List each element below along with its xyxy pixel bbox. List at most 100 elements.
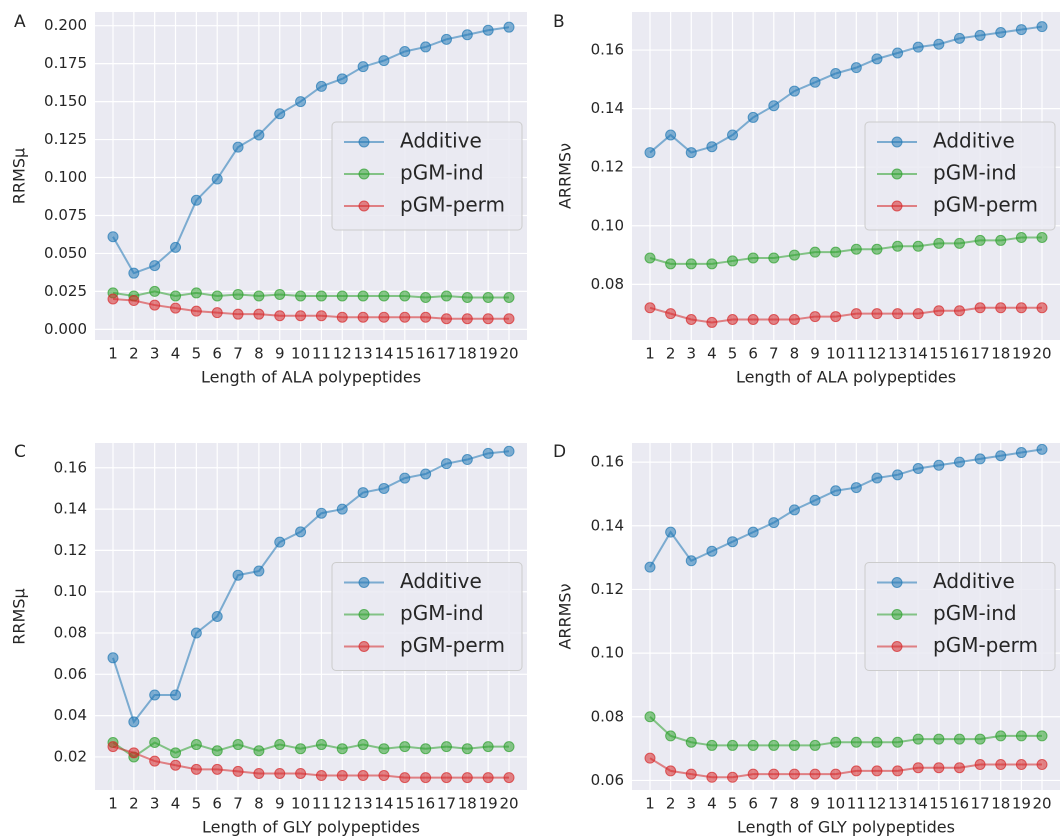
point bbox=[378, 55, 390, 67]
point bbox=[440, 741, 452, 753]
point bbox=[1015, 730, 1027, 742]
point bbox=[420, 311, 432, 323]
point bbox=[871, 243, 883, 255]
legend-label: pGM-perm bbox=[400, 633, 505, 657]
x-tick-label: 7 bbox=[769, 345, 779, 363]
x-tick-label: 14 bbox=[909, 795, 928, 813]
point bbox=[871, 472, 883, 484]
point bbox=[170, 689, 182, 701]
point bbox=[850, 62, 862, 74]
point bbox=[503, 21, 515, 33]
point bbox=[665, 308, 677, 320]
point bbox=[274, 310, 286, 322]
point bbox=[995, 234, 1007, 246]
point bbox=[809, 311, 821, 323]
point bbox=[1015, 447, 1027, 459]
subplot: 0.060.080.100.120.140.161 2 3 4 5 6 7 8 9 10 11 12 1… bbox=[553, 442, 1060, 836]
x-axis-label: Length of GLY polypeptides bbox=[737, 818, 955, 836]
point bbox=[768, 768, 780, 780]
legend-box bbox=[331, 121, 523, 231]
point bbox=[503, 445, 515, 457]
point bbox=[232, 765, 244, 777]
x-tick-label: 6 bbox=[212, 795, 222, 813]
x-axis-label: Length of ALA polypeptides bbox=[201, 368, 421, 387]
point bbox=[809, 76, 821, 88]
point bbox=[128, 295, 140, 307]
point bbox=[420, 291, 432, 303]
point bbox=[128, 267, 140, 279]
y-tick-label: 0.08 bbox=[591, 275, 624, 293]
point bbox=[190, 287, 202, 299]
point bbox=[149, 299, 161, 311]
x-tick-label: 12 bbox=[333, 345, 352, 363]
point bbox=[974, 302, 986, 314]
point bbox=[685, 736, 697, 748]
point bbox=[482, 741, 494, 753]
x-tick-label: 20 bbox=[499, 345, 518, 363]
point bbox=[232, 141, 244, 153]
x-tick-label: 13 bbox=[888, 345, 907, 363]
point bbox=[336, 770, 348, 782]
x-tick-label: 18 bbox=[458, 345, 477, 363]
point bbox=[933, 762, 945, 774]
point bbox=[232, 288, 244, 300]
point bbox=[1036, 443, 1048, 455]
point bbox=[644, 147, 656, 159]
y-tick-label: 0.125 bbox=[44, 130, 87, 148]
point bbox=[107, 652, 119, 664]
point bbox=[953, 237, 965, 249]
x-tick-label: 4 bbox=[171, 345, 181, 363]
legend-marker bbox=[891, 609, 903, 620]
x-tick-label: 19 bbox=[1012, 345, 1031, 363]
x-tick-label: 11 bbox=[847, 795, 866, 813]
point bbox=[399, 772, 411, 784]
point bbox=[295, 743, 307, 755]
y-tick-label: 0.150 bbox=[44, 92, 87, 110]
point bbox=[315, 770, 327, 782]
x-tick-label: 6 bbox=[212, 345, 222, 363]
y-tick-label: 0.175 bbox=[44, 54, 87, 72]
point bbox=[378, 770, 390, 782]
point bbox=[149, 285, 161, 297]
point bbox=[974, 733, 986, 745]
y-tick-label: 0.16 bbox=[54, 458, 87, 476]
x-tick-label: 18 bbox=[991, 795, 1010, 813]
point bbox=[706, 771, 718, 783]
legend-label: Additive bbox=[933, 569, 1015, 593]
y-axis-label: ARRMSν bbox=[556, 143, 575, 209]
y-tick-label: 0.14 bbox=[591, 99, 624, 117]
legend-label: pGM-ind bbox=[400, 161, 484, 185]
point bbox=[727, 739, 739, 751]
x-tick-label: 4 bbox=[171, 795, 181, 813]
point bbox=[107, 293, 119, 305]
point bbox=[768, 100, 780, 112]
x-tick-label: 12 bbox=[333, 795, 352, 813]
point bbox=[336, 743, 348, 755]
point bbox=[378, 311, 390, 323]
point bbox=[461, 29, 473, 41]
point bbox=[211, 745, 223, 757]
x-tick-label: 16 bbox=[950, 795, 969, 813]
y-tick-label: 0.12 bbox=[591, 580, 624, 598]
y-tick-label: 0.10 bbox=[54, 582, 87, 600]
point bbox=[912, 462, 924, 474]
point bbox=[850, 482, 862, 494]
x-tick-label: 10 bbox=[826, 345, 845, 363]
x-tick-label: 20 bbox=[499, 795, 518, 813]
y-tick-label: 0.100 bbox=[44, 168, 87, 186]
point bbox=[830, 768, 842, 780]
x-tick-label: 12 bbox=[867, 345, 886, 363]
point bbox=[1015, 302, 1027, 314]
legend-label: pGM-perm bbox=[400, 193, 505, 217]
legend-label: Additive bbox=[400, 569, 482, 593]
legend-box bbox=[864, 562, 1056, 671]
point bbox=[295, 526, 307, 538]
point bbox=[747, 768, 759, 780]
y-tick-label: 0.12 bbox=[54, 541, 87, 559]
x-tick-label: 9 bbox=[275, 345, 285, 363]
point bbox=[1015, 24, 1027, 36]
point bbox=[933, 459, 945, 471]
y-axis-label: RRMSμ bbox=[10, 588, 29, 644]
x-tick-label: 18 bbox=[458, 795, 477, 813]
point bbox=[788, 739, 800, 751]
